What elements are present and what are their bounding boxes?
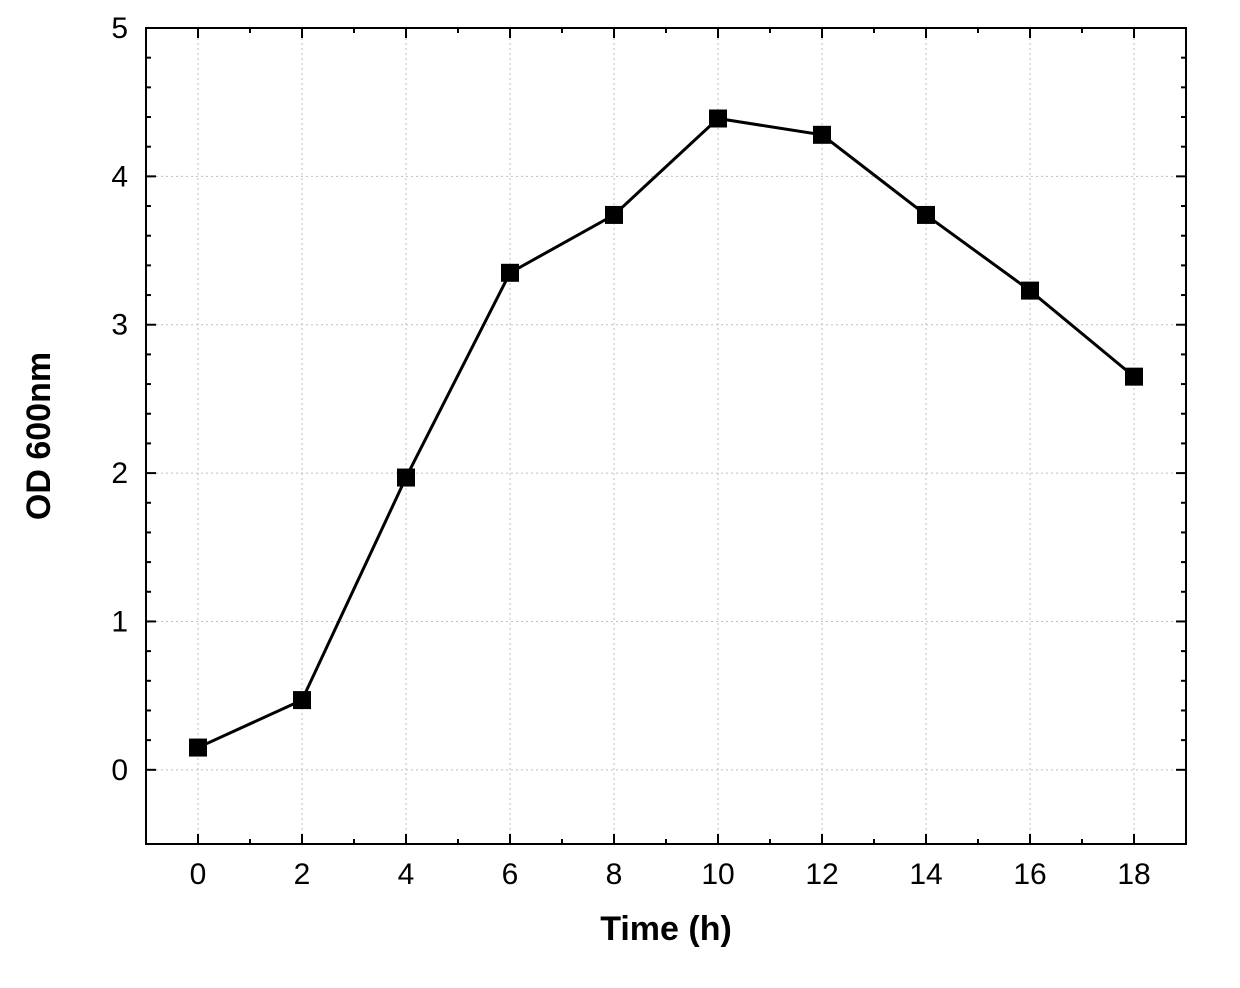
y-tick-label: 2 xyxy=(111,457,128,490)
x-tick-label: 18 xyxy=(1117,858,1150,891)
series-marker xyxy=(190,739,207,756)
x-tick-label: 12 xyxy=(805,858,838,891)
x-tick-label: 16 xyxy=(1013,858,1046,891)
y-tick-label: 3 xyxy=(111,309,128,342)
series-marker xyxy=(502,264,519,281)
x-tick-label: 2 xyxy=(294,858,311,891)
series-marker xyxy=(1126,368,1143,385)
y-tick-label: 5 xyxy=(111,12,128,45)
series-marker xyxy=(398,469,415,486)
series-marker xyxy=(294,692,311,709)
line-chart: 024681012141618012345Time (h)OD 600nm xyxy=(0,0,1240,988)
x-tick-label: 10 xyxy=(701,858,734,891)
y-axis-label: OD 600nm xyxy=(20,352,58,520)
x-axis-label: Time (h) xyxy=(600,910,732,948)
series-marker xyxy=(606,206,623,223)
series-marker xyxy=(918,206,935,223)
x-tick-label: 0 xyxy=(190,858,207,891)
y-tick-label: 0 xyxy=(111,754,128,787)
series-marker xyxy=(1022,282,1039,299)
y-tick-label: 1 xyxy=(111,605,128,638)
x-tick-label: 4 xyxy=(398,858,415,891)
series-marker xyxy=(814,126,831,143)
x-tick-label: 14 xyxy=(909,858,942,891)
chart-svg: 024681012141618012345Time (h)OD 600nm xyxy=(0,0,1240,988)
x-tick-label: 8 xyxy=(606,858,623,891)
series-marker xyxy=(710,110,727,127)
x-tick-label: 6 xyxy=(502,858,519,891)
y-tick-label: 4 xyxy=(111,160,128,193)
